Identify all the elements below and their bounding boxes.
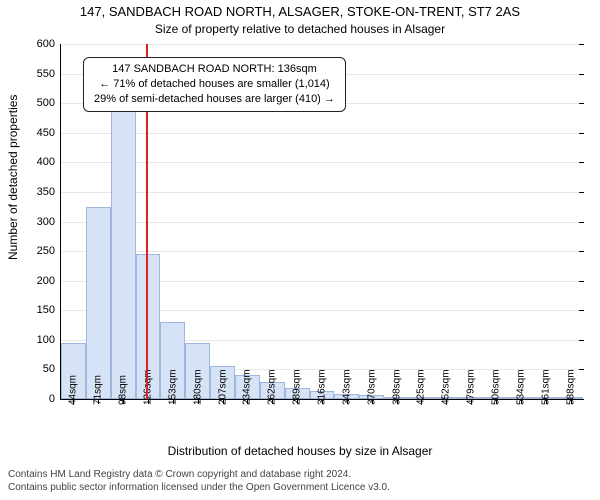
legend-line-2: ← 71% of detached houses are smaller (1,… [94,77,335,92]
legend-line-3: 29% of semi-detached houses are larger (… [94,92,335,107]
ytick-mark [579,251,584,252]
footer: Contains HM Land Registry data © Crown c… [8,468,592,494]
ytick-mark [579,340,584,341]
ytick-mark [579,44,584,45]
ytick-label: 300 [37,216,61,228]
xtick-label: 44sqm [68,375,79,405]
gridline [61,192,583,193]
xtick-label: 506sqm [491,369,502,405]
page-title: 147, SANDBACH ROAD NORTH, ALSAGER, STOKE… [0,4,600,19]
ytick-label: 600 [37,38,61,50]
ytick-label: 0 [49,393,61,405]
ytick-label: 200 [37,275,61,287]
ytick-mark [579,133,584,134]
ytick-mark [579,369,584,370]
xtick-label: 370sqm [366,369,377,405]
gridline [61,162,583,163]
ytick-label: 450 [37,127,61,139]
xtick-label: 262sqm [267,369,278,405]
ytick-label: 150 [37,304,61,316]
xtick-label: 561sqm [540,369,551,405]
xtick-label: 126sqm [143,369,154,405]
bar [86,207,111,399]
gridline [61,251,583,252]
gridline [61,222,583,223]
gridline [61,44,583,45]
y-axis-label: Number of detached properties [6,95,20,260]
xtick-label: 534sqm [515,369,526,405]
legend-box: 147 SANDBACH ROAD NORTH: 136sqm ← 71% of… [83,57,346,112]
footer-line-2: Contains public sector information licen… [8,481,592,494]
x-axis-label: Distribution of detached houses by size … [0,444,600,458]
ytick-label: 550 [37,68,61,80]
ytick-mark [579,103,584,104]
ytick-mark [579,222,584,223]
xtick-label: 289sqm [292,369,303,405]
chart-subtitle: Size of property relative to detached ho… [0,22,600,36]
figure: 147, SANDBACH ROAD NORTH, ALSAGER, STOKE… [0,0,600,500]
ytick-label: 50 [43,363,61,375]
ytick-label: 100 [37,334,61,346]
xtick-label: 207sqm [217,369,228,405]
ytick-label: 400 [37,156,61,168]
ytick-label: 500 [37,97,61,109]
xtick-label: 479sqm [466,369,477,405]
ytick-mark [579,281,584,282]
xtick-label: 71sqm [93,375,104,405]
xtick-label: 316sqm [317,369,328,405]
gridline [61,133,583,134]
xtick-label: 452sqm [441,369,452,405]
ytick-mark [579,74,584,75]
xtick-label: 343sqm [341,369,352,405]
ytick-mark [579,399,584,400]
xtick-label: 398sqm [391,369,402,405]
ytick-mark [579,192,584,193]
ytick-mark [579,310,584,311]
xtick-label: 425sqm [416,369,427,405]
xtick-label: 153sqm [167,369,178,405]
ytick-label: 350 [37,186,61,198]
xtick-label: 98sqm [118,375,129,405]
xtick-label: 180sqm [192,369,203,405]
ytick-label: 250 [37,245,61,257]
bar [111,106,136,399]
xtick-label: 588sqm [565,369,576,405]
ytick-mark [579,162,584,163]
footer-line-1: Contains HM Land Registry data © Crown c… [8,468,592,481]
xtick-label: 234sqm [242,369,253,405]
legend-line-1: 147 SANDBACH ROAD NORTH: 136sqm [94,62,335,77]
